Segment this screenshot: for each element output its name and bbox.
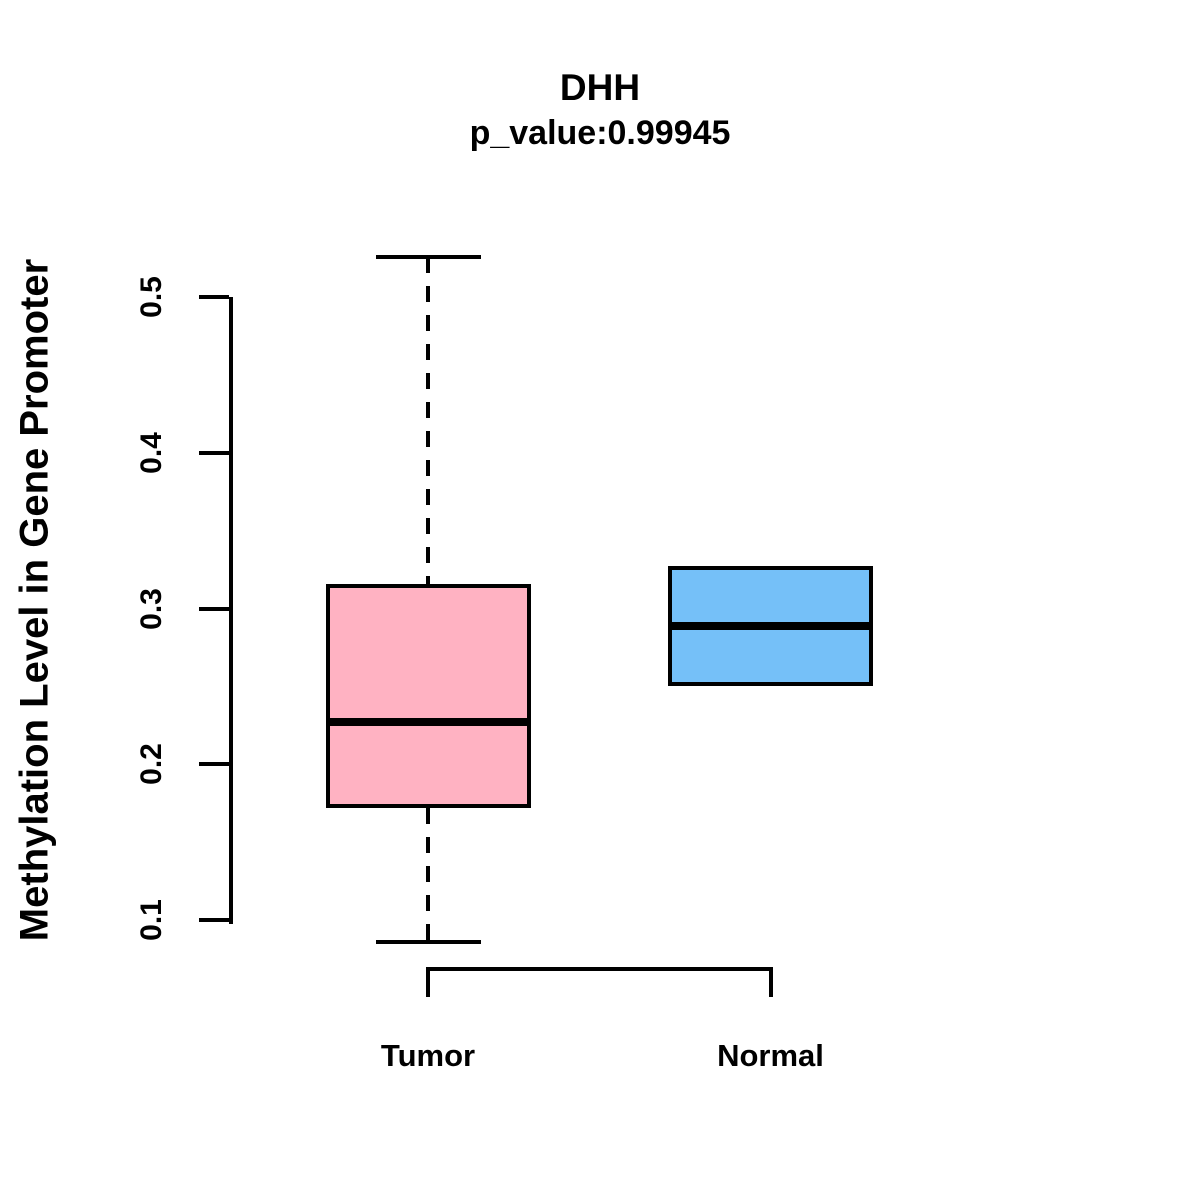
y-axis-tick-label: 0.1 [135, 899, 168, 941]
y-axis-tick [199, 762, 229, 767]
category-label-tumor: Tumor [380, 1038, 476, 1073]
median-line-normal [668, 621, 873, 630]
y-axis-tick [199, 295, 229, 299]
y-axis-tick-label: 0.3 [135, 587, 168, 630]
title-block: DHH p_value:0.99945 [0, 66, 1200, 156]
category-label-normal: Normal [717, 1038, 824, 1073]
whisker-cap-lower-tumor [375, 939, 481, 944]
y-axis-line [229, 297, 233, 924]
category-axis-bracket-end-right [768, 967, 773, 997]
category-axis-bracket-end-left [426, 967, 430, 997]
median-line-tumor [325, 718, 531, 727]
whisker-upper-tumor [426, 256, 430, 584]
y-axis-tick [199, 450, 229, 455]
box-tumor [325, 583, 531, 808]
y-axis-tick-label: 0.4 [135, 431, 168, 474]
whisker-cap-upper-tumor [375, 254, 481, 259]
whisker-lower-tumor [426, 807, 430, 942]
y-axis-tick-label: 0.2 [135, 743, 168, 786]
y-axis-tick [199, 918, 229, 922]
chart-title: DHH [559, 67, 641, 108]
y-axis-tick [199, 606, 229, 611]
y-axis-tick-label: 0.5 [135, 276, 168, 318]
category-axis-bracket [426, 967, 773, 971]
chart-subtitle: p_value:0.99945 [469, 114, 731, 152]
